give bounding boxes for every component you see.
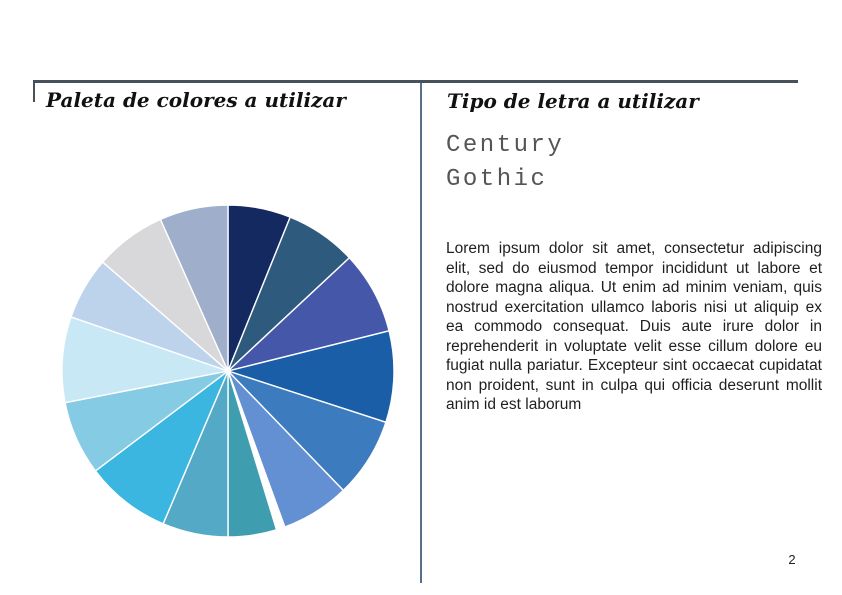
page-number: 2 xyxy=(788,552,796,567)
pie-slice-bright-cyan xyxy=(94,370,229,525)
pie-slice-medium-blue xyxy=(227,330,395,423)
corner-bracket-line xyxy=(33,80,35,102)
palette-pie-chart xyxy=(28,171,428,571)
right-section-title: Tipo de letra a utilizar xyxy=(447,89,699,113)
top-rule-line xyxy=(33,80,798,83)
left-section-title: Paleta de colores a utilizar xyxy=(46,88,346,112)
pie-slice-blue-gray xyxy=(159,204,229,372)
pie-chart-svg xyxy=(61,204,395,538)
lorem-ipsum-paragraph: Lorem ipsum dolor sit amet, consectetur … xyxy=(446,240,822,413)
pie-slice-palest-cyan xyxy=(61,316,229,404)
font-specimen-text: Century Gothic xyxy=(446,132,565,193)
column-divider-line xyxy=(420,83,422,583)
